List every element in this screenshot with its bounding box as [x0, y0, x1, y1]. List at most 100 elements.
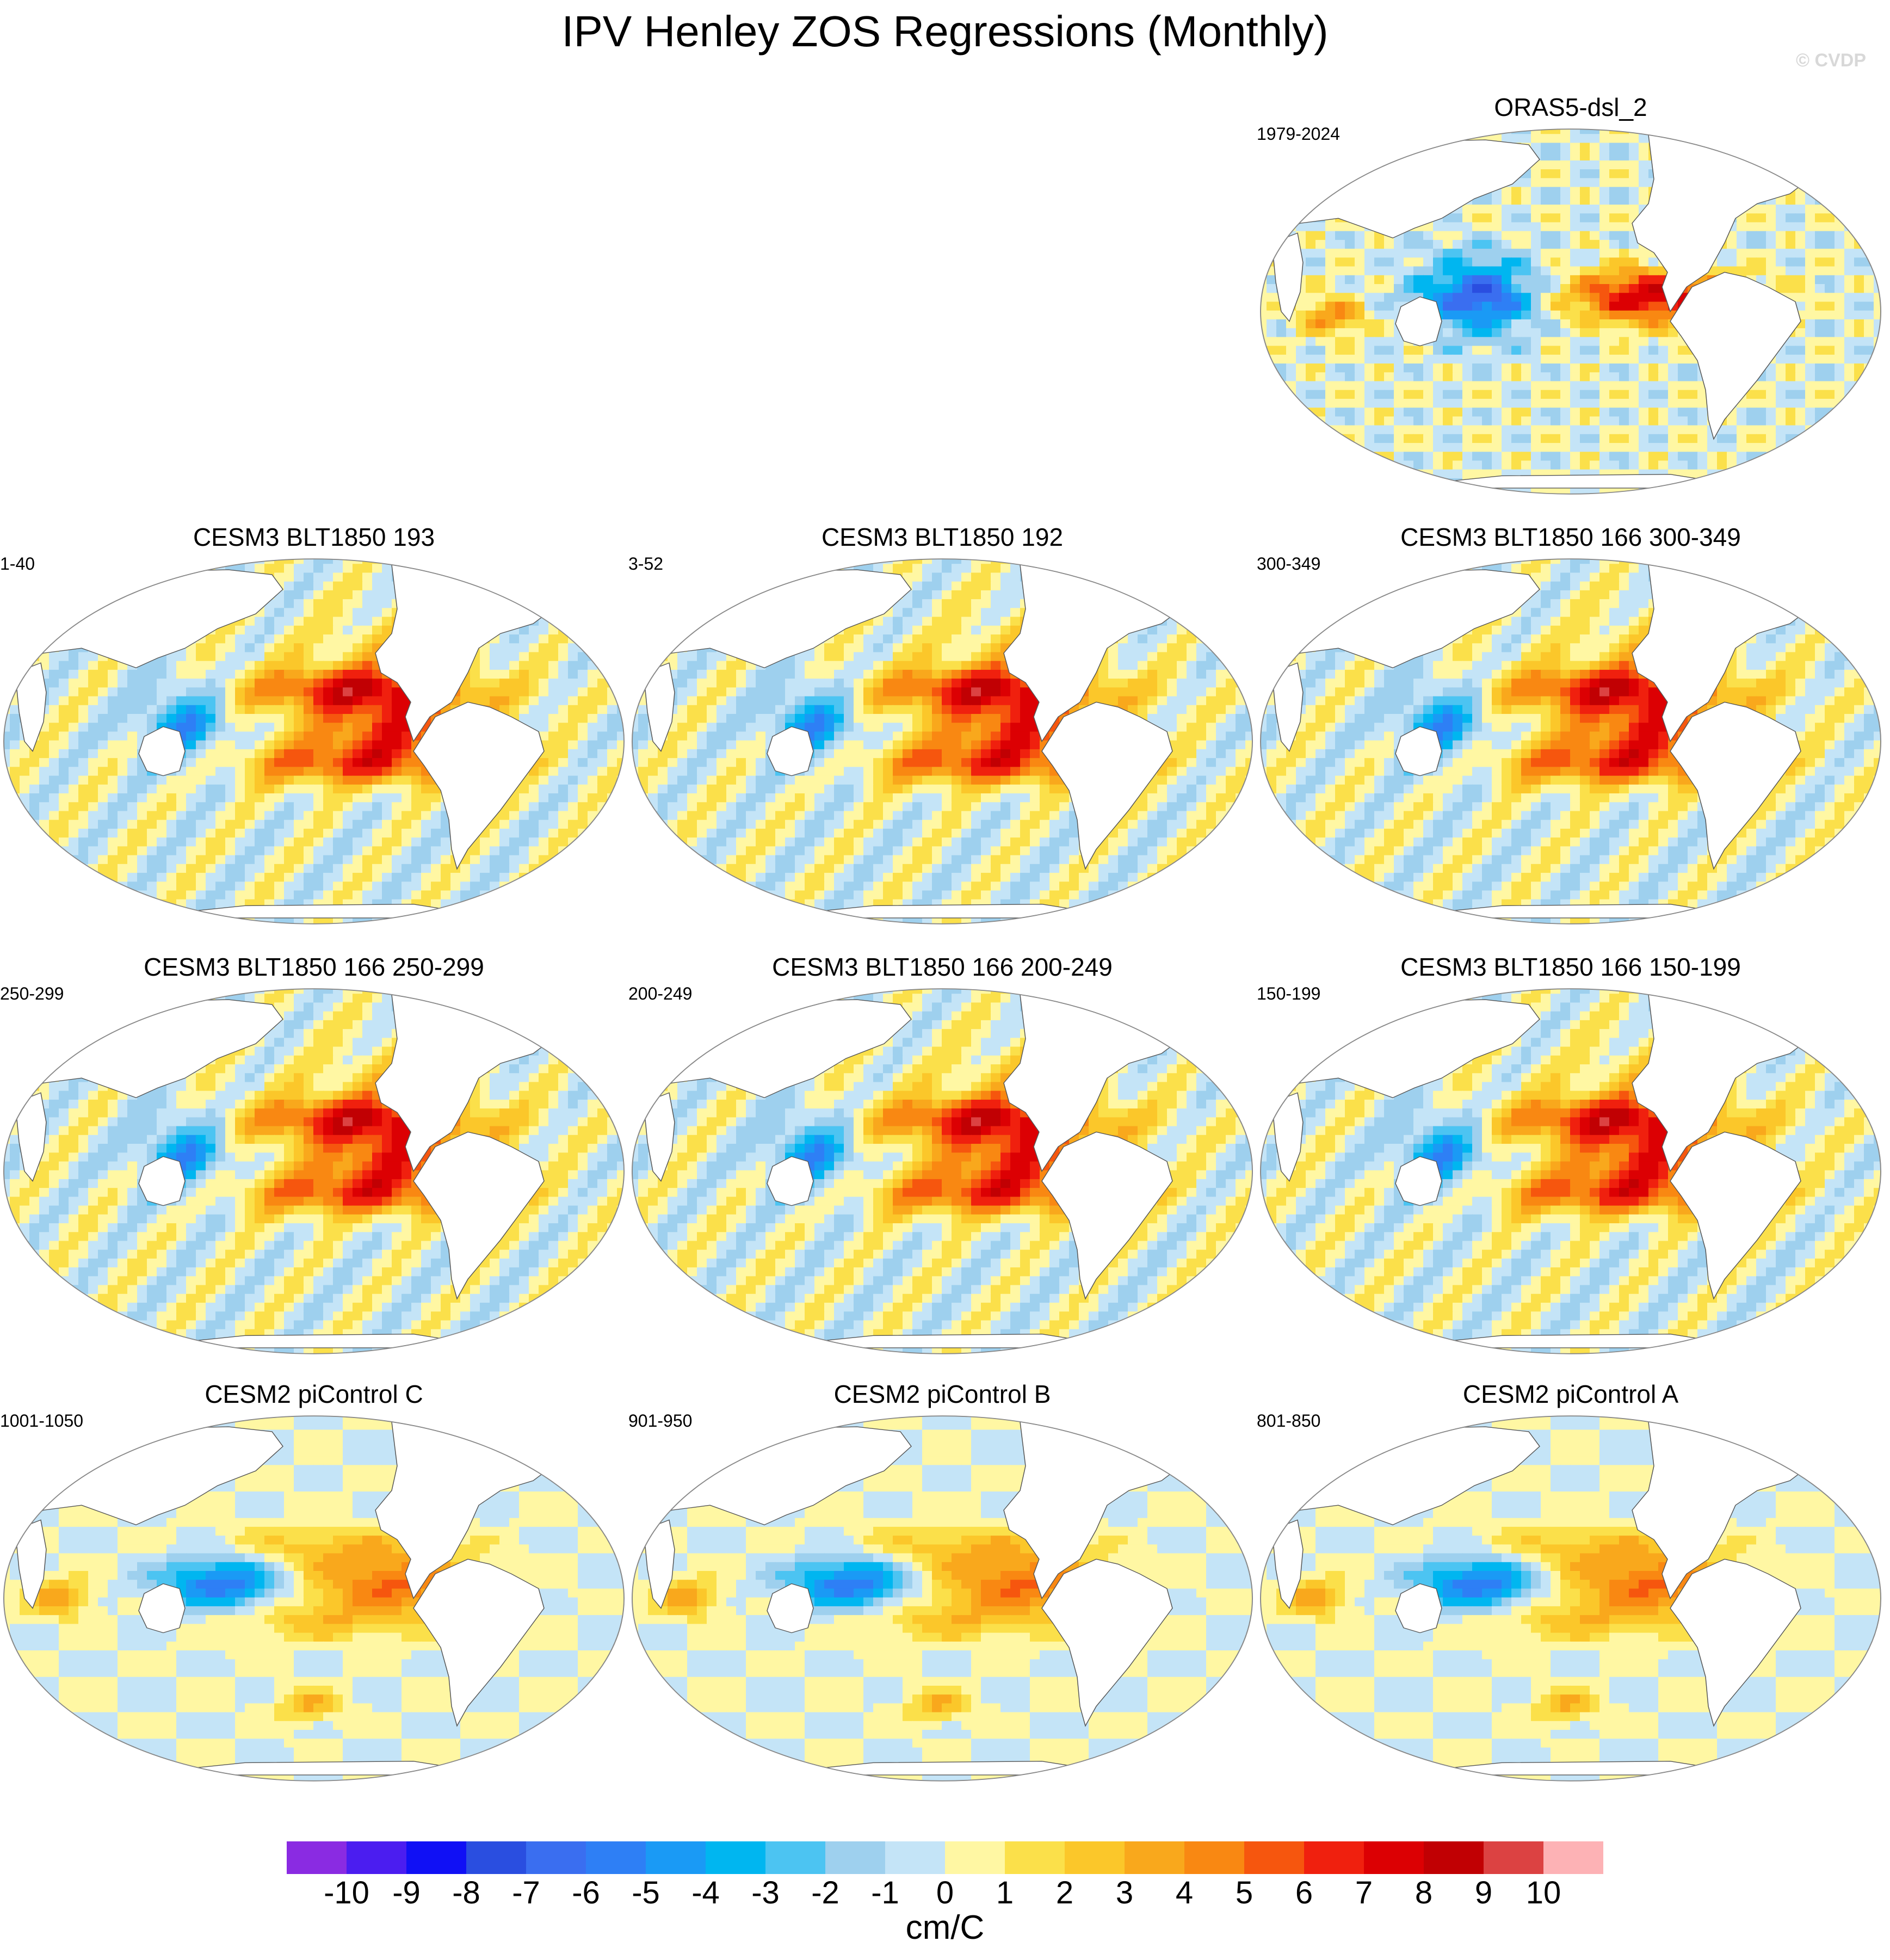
- colorbar-box: [646, 1841, 706, 1874]
- map-panel: CESM2 piControl C 1001-1050: [0, 1379, 628, 1785]
- land-mask: [767, 1583, 814, 1634]
- map-panel: CESM3 BLT1850 166 150-199 150-199: [1257, 952, 1885, 1358]
- land-mask: [1395, 1583, 1442, 1634]
- colorbar-box: [945, 1841, 1005, 1874]
- panel-period: 250-299: [0, 984, 64, 1004]
- land-mask: [138, 1156, 186, 1206]
- panel-title: CESM2 piControl C: [0, 1379, 628, 1409]
- colorbar-box: [287, 1841, 347, 1874]
- land-mask: [767, 1156, 814, 1206]
- colorbar-tick-label: 7: [1337, 1875, 1391, 1911]
- land-mask: [643, 1519, 675, 1609]
- land-mask: [1670, 1131, 1801, 1300]
- land-mask: [138, 726, 186, 776]
- colorbar-box: [1424, 1841, 1484, 1874]
- colorbar-box: [1065, 1841, 1125, 1874]
- panel-period: 901-950: [628, 1411, 692, 1431]
- panel-period: 801-850: [1257, 1411, 1320, 1431]
- colorbar-tick-label: 6: [1277, 1875, 1331, 1911]
- colorbar-tick-label: -8: [439, 1875, 493, 1911]
- land-mask: [643, 662, 675, 752]
- land-mask: [767, 726, 814, 776]
- colorbar-tick-label: 10: [1516, 1875, 1571, 1911]
- panel-title: CESM2 piControl A: [1257, 1379, 1885, 1409]
- map-outline: [3, 988, 625, 1354]
- colorbar-box: [1125, 1841, 1184, 1874]
- colorbar-tick-label: 9: [1456, 1875, 1511, 1911]
- map-outline: [3, 558, 625, 924]
- panel-period: 3-52: [628, 554, 663, 574]
- colorbar-tick-label: 1: [978, 1875, 1032, 1911]
- land-mask: [1670, 272, 1801, 440]
- land-mask: [413, 1131, 545, 1300]
- colorbar-box: [1543, 1841, 1603, 1874]
- land-mask: [1381, 904, 1758, 919]
- land-mask: [138, 1583, 186, 1634]
- colorbar-tick-label: 0: [918, 1875, 972, 1911]
- land-mask: [1041, 701, 1173, 870]
- land-mask: [1670, 1558, 1801, 1727]
- land-mask: [413, 1558, 545, 1727]
- map-panel: CESM3 BLT1850 166 300-349 300-349: [1257, 522, 1885, 928]
- colorbar-units: cm/C: [0, 1908, 1890, 1947]
- colorbar-box: [1364, 1841, 1424, 1874]
- land-mask: [1395, 1156, 1442, 1206]
- land-mask: [1041, 1558, 1173, 1727]
- colorbar-box: [586, 1841, 646, 1874]
- land-mask: [1271, 1092, 1304, 1182]
- panel-period: 1-40: [0, 554, 35, 574]
- world-map-field: [632, 1415, 1253, 1782]
- colorbar-tick-label: 8: [1397, 1875, 1451, 1911]
- world-map-field: [3, 558, 625, 924]
- colorbar-tick-label: -6: [559, 1875, 613, 1911]
- colorbar-box: [466, 1841, 526, 1874]
- map-outline: [1260, 128, 1881, 495]
- map-outline: [632, 558, 1253, 924]
- colorbar-tick-label: -7: [499, 1875, 553, 1911]
- colorbar-box: [765, 1841, 825, 1874]
- land-mask: [1395, 296, 1442, 347]
- land-mask: [1381, 1761, 1758, 1776]
- colorbar-tick-label: -2: [798, 1875, 853, 1911]
- colorbar-box: [347, 1841, 406, 1874]
- map-panel: CESM3 BLT1850 166 250-299 250-299: [0, 952, 628, 1358]
- colorbar-box: [1005, 1841, 1065, 1874]
- map-outline: [1260, 1415, 1881, 1782]
- world-map-field: [1260, 988, 1881, 1354]
- world-map-field: [632, 988, 1253, 1354]
- colorbar-box: [885, 1841, 945, 1874]
- world-map-field: [3, 1415, 625, 1782]
- world-map-field: [632, 558, 1253, 924]
- land-mask: [753, 904, 1129, 919]
- panel-period: 1979-2024: [1257, 124, 1340, 144]
- land-mask: [1381, 1334, 1758, 1348]
- panel-title: CESM3 BLT1850 193: [0, 522, 628, 552]
- colorbar-tick-label: 3: [1097, 1875, 1152, 1911]
- world-map-field: [1260, 558, 1881, 924]
- panel-title: ORAS5-dsl_2: [1257, 93, 1885, 122]
- panel-title: CESM3 BLT1850 166 150-199: [1257, 952, 1885, 982]
- map-panel: CESM3 BLT1850 193 1-40: [0, 522, 628, 928]
- panel-title: CESM3 BLT1850 166 200-249: [628, 952, 1256, 982]
- map-panel: CESM2 piControl B 901-950: [628, 1379, 1256, 1785]
- land-mask: [1395, 726, 1442, 776]
- world-map-field: [1260, 1415, 1881, 1782]
- land-mask: [643, 1092, 675, 1182]
- land-mask: [125, 904, 501, 919]
- land-mask: [753, 1761, 1129, 1776]
- colorbar-box: [825, 1841, 885, 1874]
- land-mask: [1271, 1519, 1304, 1609]
- map-panel: CESM3 BLT1850 166 200-249 200-249: [628, 952, 1256, 1358]
- panel-title: CESM3 BLT1850 166 300-349: [1257, 522, 1885, 552]
- panel-period: 150-199: [1257, 984, 1320, 1004]
- map-outline: [3, 1415, 625, 1782]
- map-outline: [1260, 988, 1881, 1354]
- land-mask: [1271, 662, 1304, 752]
- colorbar-box: [706, 1841, 765, 1874]
- land-mask: [753, 1334, 1129, 1348]
- colorbar-tick-label: -1: [858, 1875, 912, 1911]
- map-panel: ORAS5-dsl_2 1979-2024: [1257, 93, 1885, 498]
- land-mask: [1670, 701, 1801, 870]
- land-mask: [15, 1092, 47, 1182]
- map-panel: CESM3 BLT1850 192 3-52: [628, 522, 1256, 928]
